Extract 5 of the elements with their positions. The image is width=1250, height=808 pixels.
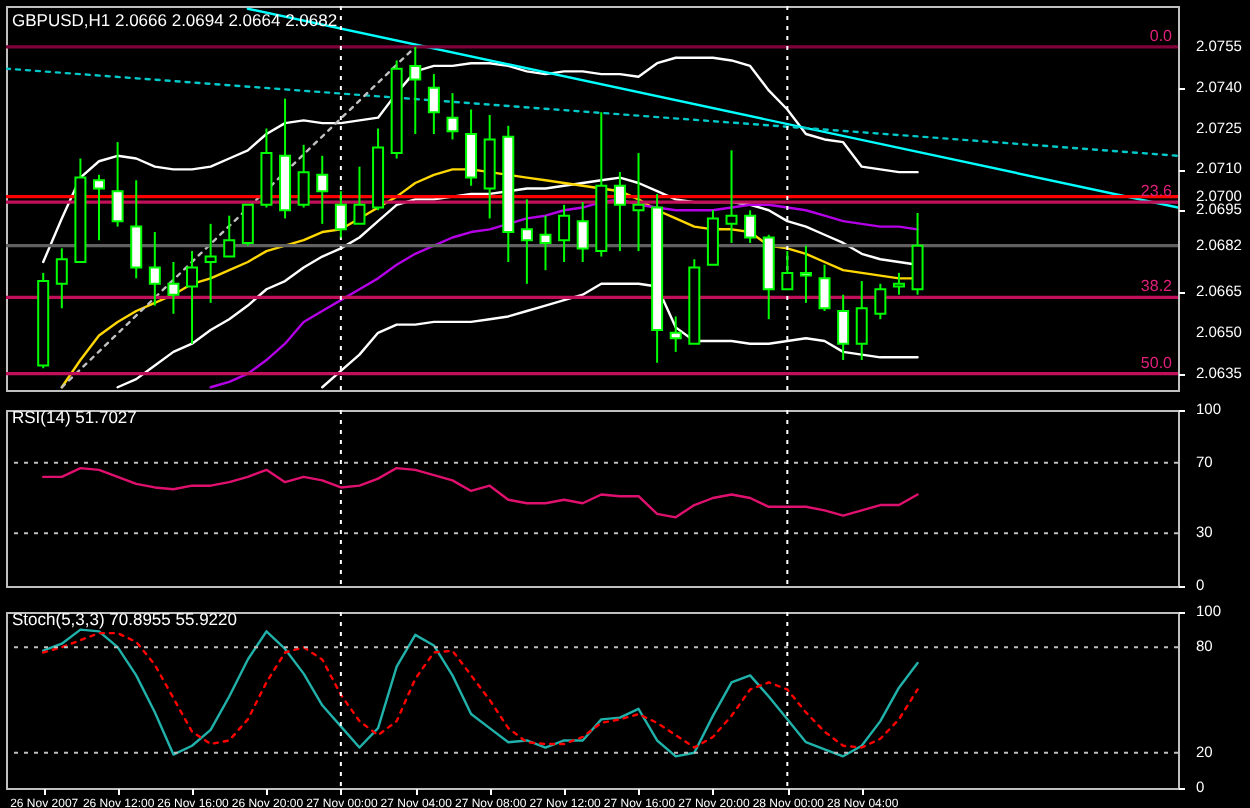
annotation: 50.0 xyxy=(1140,353,1174,372)
chart-title: Stoch(5,3,3) 70.8955 55.9220 xyxy=(12,609,238,629)
annotation: 38.2 xyxy=(1140,277,1174,296)
annotation: 0.0 xyxy=(1149,26,1174,45)
chart-title: RSI(14) 51.7027 xyxy=(12,407,138,427)
